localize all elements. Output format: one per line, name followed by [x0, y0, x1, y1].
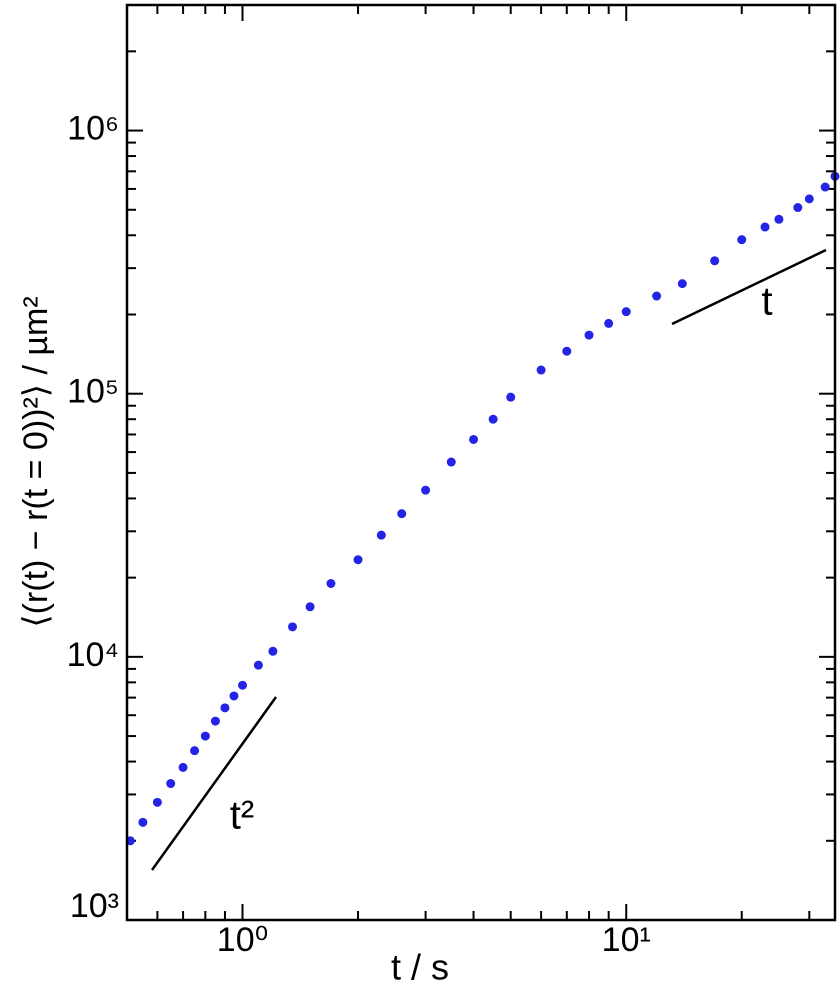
data-point [793, 203, 803, 213]
data-point [506, 392, 516, 402]
data-point [253, 660, 263, 670]
x-tick-label: 10⁰ [217, 921, 268, 959]
data-point [178, 762, 188, 772]
plot-area [125, 4, 840, 921]
data-point [584, 330, 594, 340]
data-point [621, 307, 631, 317]
data-point [604, 318, 614, 328]
data-point [710, 256, 720, 266]
data-point [421, 485, 431, 495]
data-point [562, 346, 572, 356]
data-point [677, 279, 687, 289]
data-point [190, 746, 200, 756]
y-tick-label: 10³ [70, 887, 119, 925]
data-point [268, 646, 278, 656]
y-tick-label: 10⁶ [67, 110, 119, 148]
data-point [288, 622, 298, 632]
data-point [138, 817, 148, 827]
data-point [760, 222, 770, 232]
annotation: t² [230, 794, 254, 838]
data-point [166, 779, 176, 789]
data-point [353, 555, 363, 565]
data-point [536, 365, 546, 375]
data-point [397, 509, 407, 519]
y-tick-label: 10⁵ [67, 373, 119, 411]
data-point [305, 602, 315, 612]
plot-frame [125, 3, 837, 922]
data-point [804, 194, 814, 204]
data-point [820, 182, 830, 192]
data-point [469, 434, 479, 444]
data-point [152, 797, 162, 807]
data-point [774, 214, 784, 224]
data-point [220, 703, 230, 713]
data-point [210, 716, 220, 726]
annotation: t [761, 280, 772, 324]
y-axis-label: ⟨(r(t) − r(t = 0))²⟩ / µm² [17, 296, 55, 627]
data-point [229, 691, 239, 701]
data-point [652, 291, 662, 301]
data-point [737, 235, 747, 245]
data-point [446, 457, 456, 467]
data-point [488, 414, 498, 424]
y-tick-label: 10⁴ [67, 636, 119, 674]
x-tick-label: 10¹ [602, 921, 651, 959]
guide-line-t2 [150, 696, 278, 871]
data-point [376, 530, 386, 540]
data-point [326, 578, 336, 588]
guide-line-t [671, 248, 827, 326]
x-axis-label: t / s [391, 947, 449, 988]
data-point [238, 680, 248, 690]
data-point [200, 731, 210, 741]
